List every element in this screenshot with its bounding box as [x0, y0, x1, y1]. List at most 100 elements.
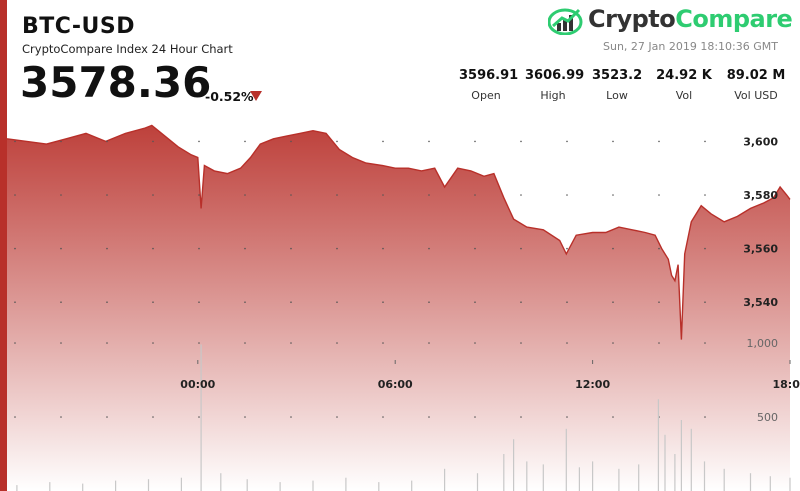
volume-bar	[680, 420, 682, 491]
volume-tick-label: 500	[757, 411, 778, 424]
grid-dot	[428, 140, 430, 143]
grid-dot	[520, 416, 522, 418]
grid-dot	[428, 416, 430, 418]
grid-dot	[474, 194, 476, 196]
grid-dot	[382, 342, 384, 344]
left-accent-bar	[0, 0, 7, 491]
volume-bar	[49, 482, 51, 491]
grid-dot	[382, 301, 384, 303]
stat-high-value: 3606.99	[525, 68, 585, 83]
grid-dot	[152, 342, 154, 344]
stat-open-label: Open	[471, 89, 501, 102]
stat-high-label: High	[540, 89, 566, 102]
volume-bar	[657, 399, 659, 491]
grid-dot	[198, 194, 200, 196]
price-area	[7, 125, 790, 491]
volume-bar	[503, 454, 505, 491]
pair-title: BTC-USD	[22, 14, 136, 39]
grid-dot	[336, 247, 338, 250]
grid-dot	[60, 301, 62, 303]
volume-bar	[526, 461, 528, 491]
volume-bar	[592, 461, 594, 491]
logo-text-compare: Compare	[675, 5, 793, 33]
grid-dot	[704, 140, 706, 143]
grid-dot	[520, 247, 522, 250]
grid-dot	[520, 342, 522, 344]
grid-dot	[14, 301, 16, 303]
x-tick-label: 00:00	[180, 378, 215, 391]
grid-dot	[244, 342, 246, 344]
grid-dot	[198, 301, 200, 303]
grid-dot	[704, 247, 706, 250]
grid-dot	[658, 342, 660, 344]
volume-bar	[312, 480, 314, 491]
logo-text: CryptoCompare	[588, 5, 793, 33]
grid-dot	[152, 301, 154, 303]
grid-dot	[520, 140, 522, 143]
logo-chart-icon	[548, 8, 583, 35]
stat-vol-label: Vol	[675, 89, 693, 102]
grid-dot	[152, 194, 154, 196]
grid-dot	[658, 194, 660, 196]
grid-dot	[520, 194, 522, 196]
volume-bar	[664, 434, 666, 491]
grid-dot	[612, 416, 614, 418]
stat-open: 3596.91 Open	[459, 68, 519, 102]
volume-bar	[769, 476, 771, 491]
price-change: -0.52%	[205, 89, 254, 104]
grid-dot	[106, 194, 108, 196]
volume-bar	[703, 461, 706, 491]
grid-dot	[612, 301, 614, 303]
grid-dot	[106, 247, 108, 250]
grid-dot	[704, 301, 706, 303]
volume-bar	[542, 464, 544, 491]
grid-dot	[60, 140, 62, 143]
volume-bar	[789, 477, 791, 491]
grid-dot	[382, 416, 384, 418]
grid-dot	[474, 140, 476, 143]
volume-bar	[180, 477, 182, 491]
volume-bar	[578, 467, 580, 491]
grid-dot	[290, 342, 292, 344]
grid-dot	[474, 301, 476, 303]
grid-dot	[474, 342, 476, 344]
volume-bar	[115, 480, 117, 491]
grid-dot	[290, 194, 292, 196]
grid-dot	[428, 301, 430, 303]
volume-bar	[749, 473, 752, 491]
volume-bar	[690, 428, 692, 491]
y-tick-label: 3,600	[743, 135, 778, 148]
grid-dot	[428, 194, 430, 196]
volume-bar	[378, 482, 380, 491]
grid-dot	[658, 301, 660, 303]
grid-dot	[244, 416, 246, 418]
volume-bar	[565, 428, 567, 491]
grid-dot	[60, 194, 62, 196]
y-tick-label: 3,560	[743, 243, 778, 256]
grid-dot	[704, 194, 706, 196]
volume-bar	[16, 485, 18, 491]
grid-dot	[566, 342, 568, 344]
grid-dot	[244, 247, 246, 250]
stat-open-value: 3596.91	[459, 68, 519, 83]
grid-dot	[428, 342, 430, 344]
grid-dot	[198, 140, 200, 143]
logo-text-crypto: Crypto	[588, 5, 676, 33]
grid-dot	[290, 301, 292, 303]
grid-dot	[244, 301, 246, 303]
volume-bar	[82, 483, 84, 491]
grid-dot	[152, 416, 154, 418]
grid-dot	[60, 416, 62, 418]
volume-bar	[345, 477, 347, 491]
grid-dot	[612, 247, 614, 250]
grid-dot	[106, 416, 108, 418]
grid-dot	[14, 416, 16, 418]
grid-dot	[566, 194, 568, 196]
volume-bar	[444, 468, 446, 491]
grid-dot	[290, 247, 292, 250]
grid-dot	[336, 194, 338, 196]
stat-low-value: 3523.2	[592, 68, 643, 83]
stat-vol-usd-label: Vol USD	[734, 89, 778, 102]
volume-bar	[674, 454, 676, 491]
